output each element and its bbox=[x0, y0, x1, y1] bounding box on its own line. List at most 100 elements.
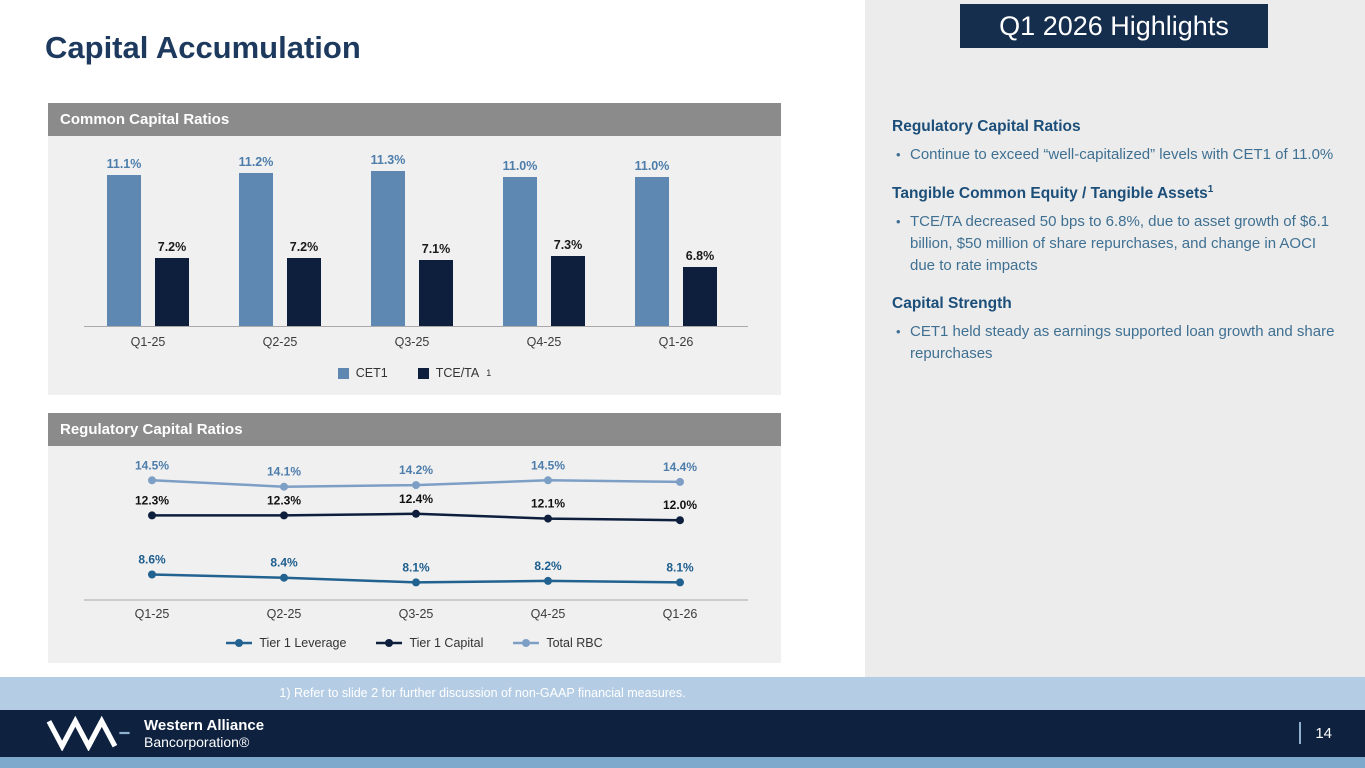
page-number-divider bbox=[1299, 722, 1302, 744]
legend-label: Tier 1 Leverage bbox=[259, 636, 347, 650]
point-value-label: 12.3% bbox=[135, 493, 169, 507]
bullet-icon: • bbox=[896, 214, 901, 230]
common-ratios-bar-chart: 11.1% 7.2% Q1-25 11.2% 7.2% Q2-25 11.3% 7.1% Q3-… bbox=[48, 136, 781, 362]
legend-marker bbox=[513, 639, 540, 647]
point-value-label: 8.2% bbox=[534, 559, 562, 573]
data-point bbox=[676, 578, 684, 587]
highlights-sections: Regulatory Capital Ratios • Continue to ex… bbox=[892, 100, 1342, 369]
common-capital-ratios-header: Common Capital Ratios bbox=[48, 103, 781, 136]
footnote-band: 1) Refer to slide 2 for further discussi… bbox=[0, 677, 1365, 710]
highlight-section-tangible-common-equity-tangible-assets: Tangible Common Equity / Tangible Assets… bbox=[892, 184, 1342, 277]
point-value-label: 14.2% bbox=[399, 463, 433, 477]
data-point bbox=[280, 482, 288, 491]
series-total-rbc: 14.5% 14.1% 14.2% 14.5% 14.4% bbox=[135, 458, 697, 491]
data-point bbox=[280, 511, 288, 520]
highlight-bullet: • Continue to exceed “well-capitalized” l… bbox=[892, 144, 1342, 166]
legend-dot bbox=[522, 639, 531, 647]
point-value-label: 8.4% bbox=[270, 556, 298, 570]
bar-value-label: 11.1% bbox=[106, 157, 142, 171]
legend-item-total-rbc: Total RBC bbox=[513, 636, 603, 650]
legend-dot bbox=[385, 639, 394, 647]
point-value-label: 14.4% bbox=[663, 460, 697, 474]
bar-value-label: 11.0% bbox=[502, 159, 538, 173]
bar-cet1 bbox=[371, 171, 405, 326]
western-alliance-logo bbox=[46, 715, 130, 751]
bar-value-label: 11.3% bbox=[370, 153, 406, 167]
legend-marker bbox=[226, 639, 253, 647]
highlight-section-capital-strength: Capital Strength • CET1 held steady as ear… bbox=[892, 295, 1342, 365]
x-axis-label: Q3-25 bbox=[394, 335, 430, 349]
bullet-text: CET1 held steady as earnings supported l… bbox=[910, 323, 1335, 363]
point-value-label: 12.3% bbox=[267, 493, 301, 507]
page-number: 14 bbox=[1315, 724, 1332, 742]
point-value-label: 14.1% bbox=[267, 465, 301, 479]
legend-swatch bbox=[417, 367, 429, 379]
x-axis-label: Q4-25 bbox=[526, 335, 562, 349]
page-number-area: 14 bbox=[1299, 722, 1332, 744]
bar-value-label: 7.2% bbox=[157, 240, 187, 254]
regulatory-ratios-line-chart: Q1-25 Q2-25 Q3-25 Q4-25 Q1-26 8.6% 8.4% 8.1% 8.2… bbox=[48, 446, 781, 624]
bar-value-label: 11.2% bbox=[238, 155, 274, 169]
x-axis-label: Q1-25 bbox=[130, 335, 166, 349]
highlight-heading: Capital Strength bbox=[892, 295, 1012, 313]
bullet-text: TCE/TA decreased 50 bps to 6.8%, due to … bbox=[910, 213, 1330, 275]
data-point bbox=[280, 573, 288, 582]
legend-item-tier-1-leverage: Tier 1 Leverage bbox=[226, 636, 346, 650]
legend-dot bbox=[235, 639, 244, 647]
data-point bbox=[544, 576, 552, 585]
common-capital-ratios-panel: Common Capital Ratios 11.1% 7.2% Q1-25 11.2… bbox=[48, 103, 781, 395]
data-point bbox=[676, 477, 684, 486]
data-point bbox=[412, 578, 420, 587]
point-value-label: 14.5% bbox=[531, 458, 565, 472]
x-axis-label: Q1-25 bbox=[135, 607, 170, 621]
brand-text: Western Alliance Bancorporation® bbox=[144, 717, 264, 750]
brand-subname: Bancorporation® bbox=[144, 733, 250, 750]
x-axis-label: Q4-25 bbox=[531, 607, 566, 621]
bottom-accent-strip bbox=[0, 757, 1365, 768]
bar-cet1 bbox=[503, 177, 537, 326]
point-value-label: 14.5% bbox=[135, 458, 169, 472]
bar-cet1 bbox=[635, 177, 669, 326]
legend-marker bbox=[376, 639, 403, 647]
point-value-label: 12.0% bbox=[663, 498, 697, 512]
data-point bbox=[412, 509, 420, 518]
data-point bbox=[544, 476, 552, 485]
bar-value-label: 7.1% bbox=[421, 242, 451, 256]
point-value-label: 8.1% bbox=[402, 560, 430, 574]
data-point bbox=[148, 511, 156, 520]
bar-tce-ta bbox=[683, 267, 717, 326]
highlight-heading: Tangible Common Equity / Tangible Assets… bbox=[892, 184, 1214, 203]
bar-cet1 bbox=[107, 175, 141, 326]
brand: Western Alliance Bancorporation® bbox=[46, 715, 264, 751]
bar-value-label: 6.8% bbox=[685, 249, 715, 263]
bar-tce-ta bbox=[155, 258, 189, 326]
highlight-section-regulatory-capital-ratios: Regulatory Capital Ratios • Continue to ex… bbox=[892, 118, 1342, 166]
point-value-label: 12.4% bbox=[399, 492, 433, 506]
bar-chart-legend: CET1 TCE/TA 1 bbox=[48, 366, 781, 380]
bullet-icon: • bbox=[896, 147, 901, 162]
point-value-label: 12.1% bbox=[531, 497, 565, 511]
legend-item-cet1: CET1 bbox=[337, 366, 388, 380]
point-value-label: 8.6% bbox=[138, 553, 166, 567]
heading-footnote-ref: 1 bbox=[1207, 184, 1214, 195]
line-chart-svg: Q1-25 Q2-25 Q3-25 Q4-25 Q1-26 8.6% 8.4% 8.1% 8.2… bbox=[84, 458, 748, 621]
series-tier-1-capital: 12.3% 12.3% 12.4% 12.1% 12.0% bbox=[135, 492, 697, 525]
series-tier-1-leverage: 8.6% 8.4% 8.1% 8.2% 8.1% bbox=[138, 553, 694, 587]
data-point bbox=[544, 514, 552, 523]
legend-label: CET1 bbox=[355, 366, 388, 380]
regulatory-capital-ratios-header: Regulatory Capital Ratios bbox=[48, 413, 781, 446]
legend-item-tier-1-capital: Tier 1 Capital bbox=[376, 636, 483, 650]
regulatory-capital-ratios-panel: Regulatory Capital Ratios Q1-25 Q2-25 Q3-2… bbox=[48, 413, 781, 663]
bar-value-label: 7.2% bbox=[289, 240, 319, 254]
data-point bbox=[148, 570, 156, 579]
legend-label: TCE/TA bbox=[435, 366, 480, 380]
highlight-heading: Regulatory Capital Ratios bbox=[892, 118, 1081, 135]
legend-label: Total RBC bbox=[546, 636, 603, 650]
data-point bbox=[412, 481, 420, 490]
highlight-bullet: • TCE/TA decreased 50 bps to 6.8%, due to… bbox=[892, 211, 1342, 277]
bar-value-label: 11.0% bbox=[634, 159, 670, 173]
x-axis-label: Q1-26 bbox=[663, 607, 698, 621]
bullet-text: Continue to exceed “well-capitalized” le… bbox=[910, 146, 1334, 163]
legend-label: Tier 1 Capital bbox=[409, 636, 484, 650]
